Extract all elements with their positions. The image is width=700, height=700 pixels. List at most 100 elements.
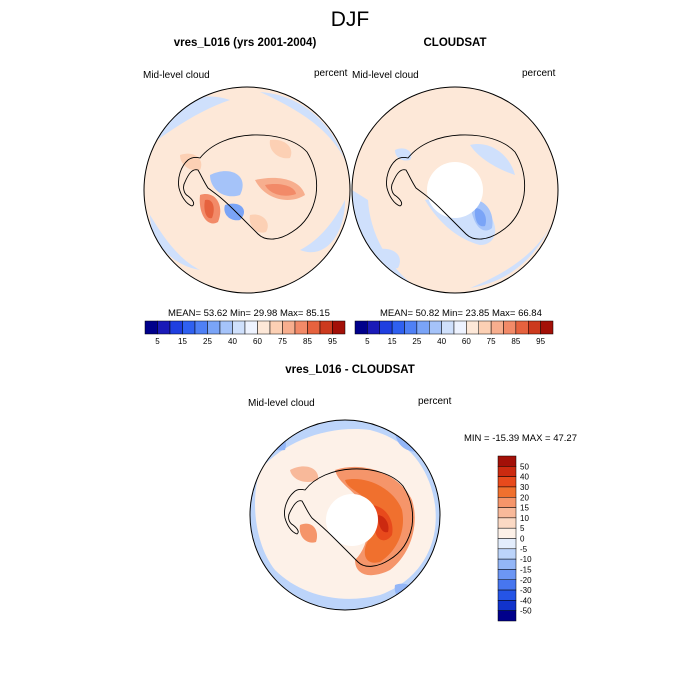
colorbar-swatch bbox=[416, 320, 430, 335]
obs-blue-patch bbox=[352, 190, 420, 290]
colorbar-tick-label: 40 bbox=[520, 473, 529, 482]
colorbar-tick-label: 30 bbox=[520, 483, 529, 492]
colorbar-swatch bbox=[503, 320, 517, 335]
model-blue-patch bbox=[224, 203, 245, 221]
obs-stats: MEAN= 50.82 Min= 23.85 Max= 66.84 bbox=[380, 308, 542, 319]
colorbar-swatch bbox=[497, 579, 517, 591]
colorbar-swatch bbox=[354, 320, 368, 335]
obs-antarctica-outline bbox=[386, 134, 526, 240]
obs-panel-title: CLOUDSAT bbox=[423, 37, 487, 49]
model-variable-label: Mid-level cloud bbox=[143, 70, 210, 81]
colorbar-tick-label: 15 bbox=[178, 337, 187, 346]
model-blue-patch bbox=[260, 92, 345, 160]
colorbar-tick-label: 60 bbox=[253, 337, 262, 346]
colorbar-tick-label: 15 bbox=[520, 504, 529, 513]
colorbar-swatch bbox=[441, 320, 455, 335]
colorbar-swatch bbox=[497, 455, 517, 467]
colorbar-swatch bbox=[232, 320, 246, 335]
colorbar-swatch bbox=[497, 466, 517, 477]
colorbar-swatch bbox=[497, 486, 517, 498]
colorbar-tick-label: 60 bbox=[462, 337, 471, 346]
diff-patch bbox=[254, 578, 277, 599]
obs-blue-patch bbox=[474, 208, 486, 227]
colorbar-swatch bbox=[497, 507, 517, 519]
colorbar-swatch bbox=[497, 558, 517, 570]
colorbar-swatch bbox=[478, 320, 492, 335]
diff-patch bbox=[378, 515, 389, 533]
obs-variable-label: Mid-level cloud bbox=[352, 70, 419, 81]
colorbar-swatch bbox=[332, 320, 346, 335]
colorbar-tick-label: 5 bbox=[365, 337, 370, 346]
colorbar-swatch bbox=[182, 320, 196, 335]
obs-map bbox=[351, 86, 559, 294]
colorbar-tick-label: 15 bbox=[388, 337, 397, 346]
diff-map bbox=[249, 419, 441, 611]
diff-patch bbox=[394, 583, 417, 603]
colorbar-swatch bbox=[282, 320, 296, 335]
colorbar-tick-label: 95 bbox=[328, 337, 337, 346]
obs-blue-patch bbox=[375, 248, 400, 269]
obs-colorbar: 5 15 25 40 60 75 85 95 bbox=[354, 320, 554, 346]
colorbar-swatch bbox=[144, 320, 158, 335]
colorbar-tick-label: -30 bbox=[520, 586, 532, 595]
colorbar-tick-label: 0 bbox=[520, 535, 525, 544]
colorbar-tick-label: 25 bbox=[412, 337, 421, 346]
colorbar-tick-label: 25 bbox=[203, 337, 212, 346]
model-units-label: percent bbox=[314, 68, 348, 79]
colorbar-tick-label: 5 bbox=[155, 337, 160, 346]
colorbar-swatch bbox=[207, 320, 221, 335]
colorbar-tick-label: 75 bbox=[487, 337, 496, 346]
diff-patch bbox=[255, 428, 286, 451]
colorbar-tick-label: 5 bbox=[520, 524, 525, 533]
diff-units-label: percent bbox=[418, 396, 452, 407]
colorbar-tick-label: -50 bbox=[520, 607, 532, 616]
colorbar-tick-label: -10 bbox=[520, 555, 532, 564]
colorbar-swatch bbox=[379, 320, 393, 335]
colorbar-swatch bbox=[169, 320, 183, 335]
colorbar-swatch bbox=[497, 497, 517, 508]
model-blue-patch bbox=[300, 200, 345, 253]
colorbar-swatch bbox=[453, 320, 467, 335]
colorbar-tick-label: 95 bbox=[536, 337, 545, 346]
model-map-background bbox=[144, 87, 350, 293]
model-map bbox=[143, 86, 351, 294]
colorbar-tick-label: 10 bbox=[520, 514, 529, 523]
colorbar-tick-label: 40 bbox=[437, 337, 446, 346]
colorbar-swatch bbox=[497, 517, 517, 529]
model-antarctica-outline bbox=[178, 134, 318, 240]
colorbar-swatch bbox=[497, 569, 517, 580]
colorbar-swatch bbox=[497, 548, 517, 560]
model-red-patch bbox=[204, 199, 214, 219]
colorbar-swatch bbox=[257, 320, 271, 335]
colorbar-tick-label: -20 bbox=[520, 576, 532, 585]
colorbar-swatch bbox=[194, 320, 208, 335]
colorbar-tick-label: 75 bbox=[278, 337, 287, 346]
diff-map-border bbox=[249, 419, 441, 611]
colorbar-swatch bbox=[497, 538, 517, 550]
colorbar-swatch bbox=[429, 320, 442, 335]
obs-units-label: percent bbox=[522, 68, 556, 79]
colorbar-swatch bbox=[391, 320, 405, 335]
diff-patch bbox=[299, 523, 318, 543]
obs-polar-data-gap bbox=[427, 162, 483, 218]
diff-variable-label: Mid-level cloud bbox=[248, 398, 315, 409]
colorbar-swatch bbox=[219, 320, 233, 335]
colorbar-swatch bbox=[515, 320, 529, 335]
colorbar-tick-label: 40 bbox=[228, 337, 237, 346]
colorbar-swatch bbox=[269, 320, 283, 335]
colorbar-swatch bbox=[497, 589, 517, 601]
colorbar-tick-label: -15 bbox=[520, 565, 532, 574]
colorbar-swatch bbox=[244, 320, 258, 335]
model-red-patch bbox=[269, 139, 292, 159]
model-red-patch bbox=[265, 184, 296, 196]
figure-title: DJF bbox=[330, 8, 370, 31]
model-panel-title: vres_L016 (yrs 2001-2004) bbox=[173, 37, 317, 49]
obs-blue-patch bbox=[470, 144, 515, 175]
colorbar-swatch bbox=[319, 320, 333, 335]
colorbar-tick-label: -5 bbox=[520, 545, 528, 554]
colorbar-swatch bbox=[294, 320, 308, 335]
colorbar-swatch bbox=[157, 320, 171, 335]
model-stats: MEAN= 53.62 Min= 29.98 Max= 85.15 bbox=[168, 308, 330, 319]
